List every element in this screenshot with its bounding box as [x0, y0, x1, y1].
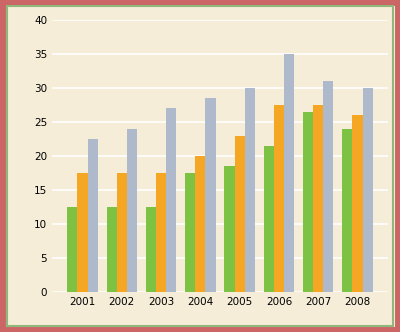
Bar — [195, 156, 206, 292]
Bar — [224, 166, 234, 292]
Bar — [206, 98, 216, 292]
Legend: CHILDREN, MEN, WOMEN: CHILDREN, MEN, WOMEN — [129, 329, 311, 332]
Bar — [362, 88, 373, 292]
Bar — [264, 146, 274, 292]
Bar — [284, 54, 294, 292]
Bar — [323, 81, 334, 292]
Bar — [245, 88, 255, 292]
Bar — [117, 173, 127, 292]
Bar — [156, 173, 166, 292]
Bar — [78, 173, 88, 292]
Bar — [88, 139, 98, 292]
Bar — [146, 207, 156, 292]
Bar — [352, 115, 362, 292]
Bar — [313, 105, 323, 292]
Bar — [234, 135, 245, 292]
Bar — [185, 173, 195, 292]
Bar — [274, 105, 284, 292]
Bar — [127, 129, 137, 292]
Bar — [342, 129, 352, 292]
Bar — [303, 112, 313, 292]
Bar — [106, 207, 117, 292]
Bar — [166, 108, 176, 292]
Bar — [67, 207, 78, 292]
